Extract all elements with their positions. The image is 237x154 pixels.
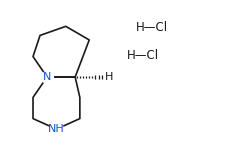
- Text: N: N: [43, 72, 51, 82]
- Text: NH: NH: [48, 124, 65, 134]
- Text: H: H: [105, 72, 113, 82]
- Text: H—Cl: H—Cl: [136, 21, 168, 34]
- Text: H—Cl: H—Cl: [127, 49, 159, 62]
